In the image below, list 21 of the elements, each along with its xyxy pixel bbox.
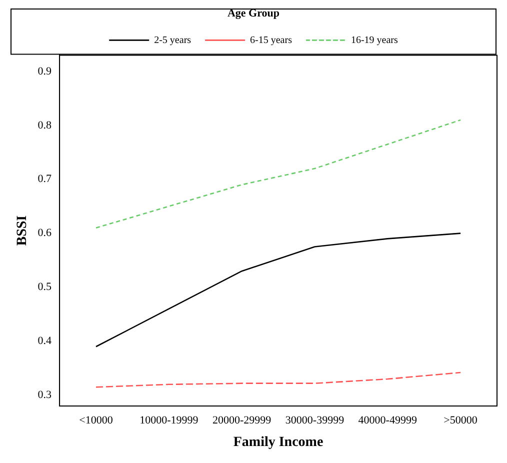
x-tick-label: 30000-39999 bbox=[285, 414, 345, 426]
y-tick-label: 0.3 bbox=[38, 389, 52, 402]
legend-label: 6-15 years bbox=[250, 34, 292, 46]
legend-label: 16-19 years bbox=[350, 34, 398, 46]
legend-label: 2-5 years bbox=[154, 34, 192, 46]
y-tick-label: 0.7 bbox=[38, 173, 52, 186]
y-tick-label: 0.4 bbox=[38, 335, 52, 348]
line-series bbox=[95, 372, 462, 388]
y-axis-title: BSSI bbox=[15, 215, 30, 246]
y-tick-label: 0.6 bbox=[38, 227, 52, 240]
x-axis-title: Family Income bbox=[233, 435, 324, 450]
line-series bbox=[95, 119, 462, 229]
x-tick-label: <10000 bbox=[79, 414, 114, 426]
y-tick-label: 0.9 bbox=[38, 65, 52, 78]
x-tick-label: 10000-19999 bbox=[140, 414, 199, 426]
y-tick-label: 0.8 bbox=[38, 119, 52, 132]
x-tick-label: >50000 bbox=[444, 414, 478, 426]
x-tick-label: 40000-49999 bbox=[358, 414, 418, 426]
legend-title: Age Group bbox=[227, 7, 280, 20]
x-tick-label: 20000-29999 bbox=[212, 414, 272, 426]
y-tick-label: 0.5 bbox=[38, 281, 52, 294]
